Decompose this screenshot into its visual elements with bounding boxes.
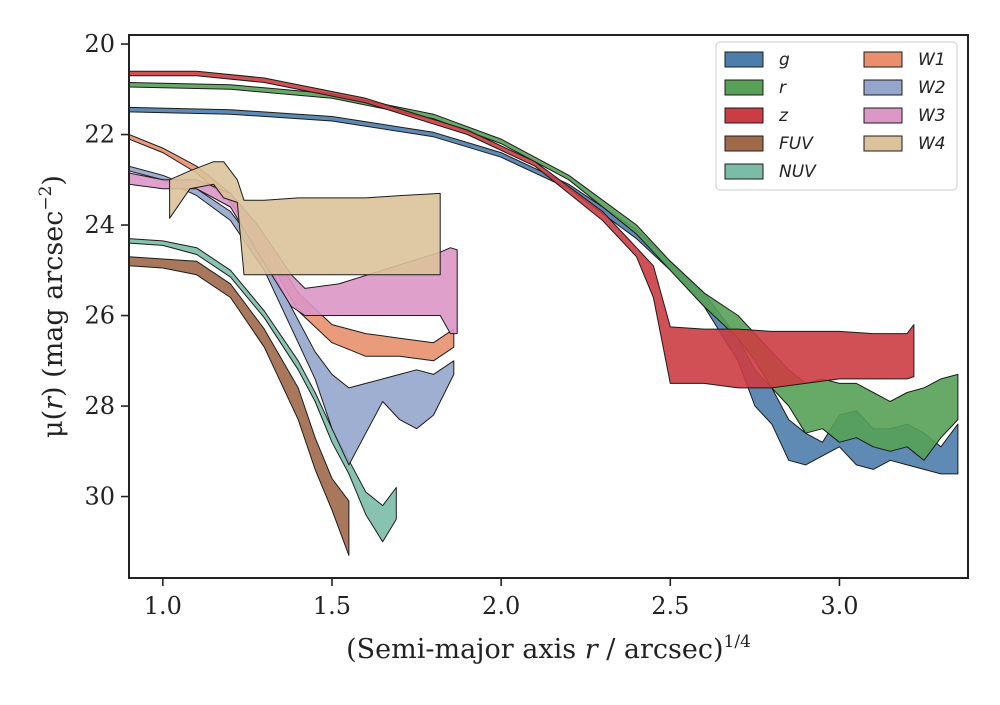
x-axis-title: (Semi-major axis r / arcsec)1/4 (346, 632, 751, 665)
legend-label-w3: W3 (918, 106, 946, 126)
x-tick-label: 1.5 (313, 592, 351, 620)
legend-label-nuv: NUV (779, 162, 817, 182)
legend-label-z: z (778, 106, 789, 126)
y-axis-title-sup: −2 (36, 186, 56, 211)
x-axis-title-rest: / arcsec) (598, 634, 724, 665)
legend-label-w1: W1 (918, 50, 946, 70)
x-axis-title-main: (Semi-major axis (346, 634, 585, 665)
y-axis-title-close: ) (38, 175, 69, 186)
y-tick-label: 30 (84, 483, 115, 511)
y-axis-title-main: μ( (38, 410, 69, 438)
legend-label-fuv: FUV (779, 134, 814, 154)
series-band-nuv (129, 238, 397, 543)
x-axis-title-var: r (585, 634, 600, 665)
series-band-z (129, 70, 915, 389)
legend-label-w2: W2 (918, 78, 946, 98)
legend-swatch-w4 (863, 135, 903, 152)
legend-box (715, 41, 958, 191)
y-tick-label: 24 (84, 211, 115, 239)
y-tick-label: 20 (84, 30, 115, 58)
plot-frame (128, 34, 969, 579)
y-tick-label: 26 (84, 302, 115, 330)
legend-swatch-nuv (724, 163, 764, 180)
y-tick-label: 22 (84, 121, 115, 149)
series-band-r (129, 82, 959, 461)
x-tick-label: 2.5 (651, 592, 689, 620)
legend-swatch-r (724, 79, 764, 96)
legend-swatch-g (724, 51, 764, 68)
legend-label-g: g (779, 50, 790, 70)
legend-swatch-w2 (863, 79, 903, 96)
y-axis-title-rest: ) (mag arcsec (38, 211, 69, 397)
x-tick-label: 1.0 (144, 592, 182, 620)
legend-label-r: r (779, 78, 787, 98)
x-tick-label: 2.0 (482, 592, 520, 620)
y-axis-title-var: r (38, 395, 69, 410)
legend-swatch-w1 (863, 51, 903, 68)
legend-swatch-w3 (863, 107, 903, 124)
series-layer (129, 70, 959, 556)
y-tick-label: 28 (84, 392, 115, 420)
legend-swatch-z (724, 107, 764, 124)
legend-label-w4: W4 (918, 134, 946, 154)
y-axis-title: μ(r) (mag arcsec−2) (36, 175, 69, 438)
series-band-w4 (169, 161, 441, 276)
legend: grz FUV NUV W1 W2 W3 W4 (715, 41, 958, 191)
x-tick-label: 3.0 (820, 592, 858, 620)
x-axis-title-sup: 1/4 (724, 632, 751, 652)
legend-swatch-fuv (724, 135, 764, 152)
ticks-layer: 1.0 1.5 2.0 2.5 3.0 20 22 24 26 28 30 (84, 30, 858, 620)
series-band-fuv (129, 256, 350, 556)
